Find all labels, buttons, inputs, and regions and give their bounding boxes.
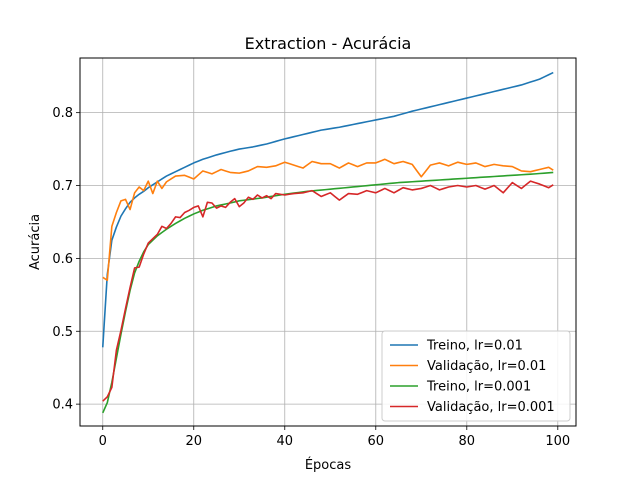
series-line-1 bbox=[102, 158, 554, 282]
x-tick-label: 100 bbox=[545, 434, 570, 449]
x-axis-title: Épocas bbox=[305, 457, 352, 473]
x-tick-label: 80 bbox=[459, 434, 476, 449]
series-line-3 bbox=[102, 180, 554, 402]
chart-title: Extraction - Acurácia bbox=[245, 34, 412, 53]
series-line-0 bbox=[101, 71, 554, 348]
series-line-2 bbox=[102, 171, 554, 414]
y-tick-label: 0.5 bbox=[52, 325, 73, 340]
legend-label: Treino, lr=0.01 bbox=[426, 339, 523, 354]
ticks: 0 20 40 60 80 100 0.4 0.5 0.6 0.7 0.8 bbox=[52, 106, 570, 449]
y-axis-title: Acurácia bbox=[28, 214, 43, 270]
legend-label: Treino, lr=0.001 bbox=[426, 380, 531, 395]
y-tick-label: 0.6 bbox=[52, 252, 73, 267]
legend-label: Validação, lr=0.01 bbox=[427, 359, 546, 374]
x-tick-label: 0 bbox=[99, 434, 107, 449]
y-tick-label: 0.7 bbox=[52, 179, 73, 194]
y-tick-label: 0.4 bbox=[52, 398, 73, 413]
legend-label: Validação, lr=0.001 bbox=[427, 400, 555, 415]
y-tick-label: 0.8 bbox=[52, 106, 73, 121]
series-lines bbox=[101, 71, 554, 414]
x-tick-label: 60 bbox=[368, 434, 385, 449]
x-tick-label: 20 bbox=[185, 434, 202, 449]
legend: Treino, lr=0.01 Validação, lr=0.01 Treino,… bbox=[381, 330, 571, 422]
legend-box bbox=[381, 330, 571, 422]
x-tick-label: 40 bbox=[276, 434, 293, 449]
plot-frame bbox=[79, 57, 577, 427]
